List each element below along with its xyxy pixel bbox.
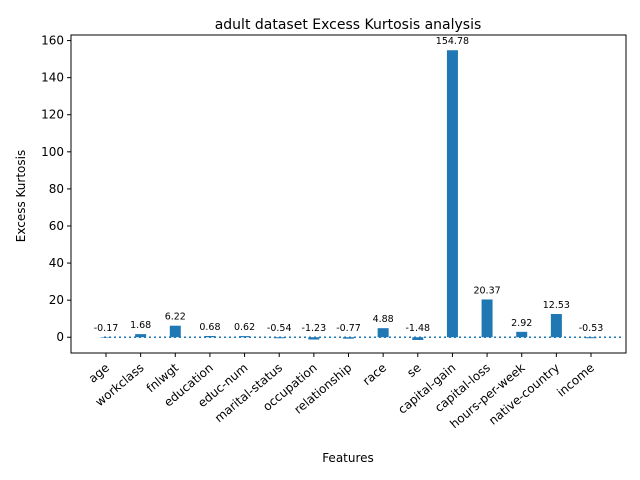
value-label: 6.22: [165, 312, 186, 323]
bar-capital-loss: [481, 299, 493, 338]
value-label: 4.88: [373, 314, 394, 325]
value-label: -0.77: [336, 323, 361, 334]
value-label: 2.92: [511, 318, 532, 329]
value-label: -0.54: [267, 323, 292, 334]
bar-workclass: [135, 334, 147, 338]
y-tick-label: 120: [41, 108, 64, 122]
value-label: -1.48: [405, 323, 430, 334]
x-tick-label: race: [360, 361, 389, 389]
x-axis-label: Features: [322, 451, 374, 465]
x-tick-label: income: [554, 361, 597, 400]
chart-title: adult dataset Excess Kurtosis analysis: [215, 17, 482, 33]
bar-capital-gain: [446, 50, 458, 338]
bar-native-country: [550, 314, 562, 338]
y-tick-label: 20: [49, 293, 64, 307]
x-tick-label: age: [86, 361, 112, 386]
value-label: 0.68: [199, 322, 220, 333]
value-label: 0.62: [234, 322, 255, 333]
value-label: -0.17: [94, 323, 119, 334]
plot-area: -0.17 1.68 6.22 0.68 0.62 -0.54 -1.23 -0.77 4.88…: [41, 34, 627, 431]
y-tick-label: 60: [49, 219, 64, 233]
y-tick-label: 100: [41, 145, 64, 159]
y-tick-label: 80: [49, 182, 64, 196]
bar-occupation: [308, 337, 320, 340]
value-label: 154.78: [436, 36, 469, 47]
value-label: 12.53: [543, 300, 570, 311]
y-tick-label: 0: [56, 330, 64, 344]
y-tick-label: 140: [41, 71, 64, 85]
y-tick-label: 40: [49, 256, 64, 270]
bar-se: [412, 337, 424, 340]
bar-race: [377, 328, 389, 338]
y-axis-label: Excess Kurtosis: [14, 150, 28, 242]
value-label: 1.68: [130, 320, 151, 331]
y-tick-label: 160: [41, 34, 64, 48]
value-label: -1.23: [302, 323, 327, 334]
bar-relationship: [343, 337, 354, 339]
x-tick-label: se: [404, 361, 423, 380]
value-label: -0.53: [579, 323, 604, 334]
value-label: 20.37: [473, 285, 500, 296]
bar-fnlwgt: [169, 325, 181, 338]
bar-hours-per-week: [516, 331, 528, 338]
